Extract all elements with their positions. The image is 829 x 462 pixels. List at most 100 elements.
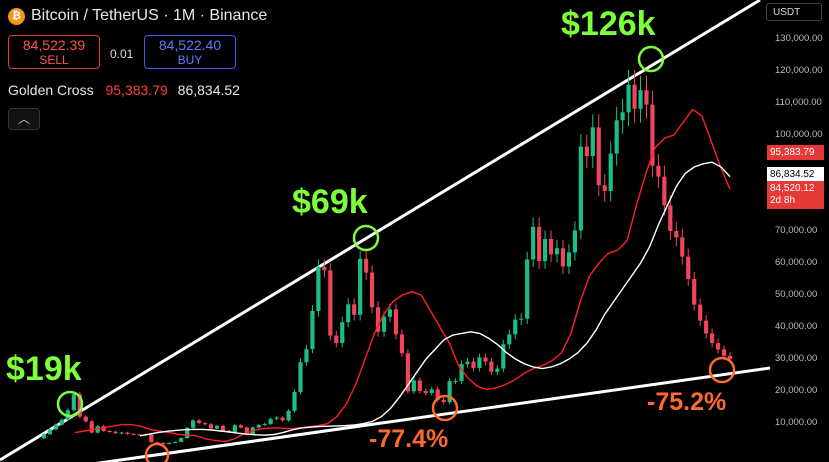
candle-body [560, 248, 566, 267]
candle-body [596, 127, 601, 186]
axis-tick-label: 110,000.00 [775, 97, 822, 108]
candle-body [542, 239, 548, 262]
axis-tick-label: 60,000.00 [775, 257, 818, 268]
axis-tick-label: 10,000.00 [775, 417, 818, 428]
candle-body [185, 427, 190, 439]
peak-label-19k: $19k [6, 350, 82, 388]
collapse-button[interactable]: ︿ [8, 108, 40, 130]
candle-body [208, 424, 214, 429]
sell-price: 84,522.39 [22, 37, 86, 53]
indicator-value-2: 86,834.52 [177, 82, 240, 98]
candle-body [202, 423, 208, 425]
candle-body [447, 381, 452, 403]
bottom-marker-1 [144, 442, 170, 462]
candle-body [41, 434, 47, 439]
candle-body [715, 343, 721, 350]
candle-body [304, 349, 309, 363]
candle-body [137, 434, 142, 436]
candle-body [656, 165, 661, 177]
symbol-header[interactable]: ₿ Bitcoin / TetherUS · 1M · Binance [8, 7, 267, 25]
currency-select[interactable]: USDT [766, 3, 822, 21]
candle-body [578, 146, 583, 231]
candle-body [113, 431, 118, 434]
candle-body [507, 334, 512, 345]
candle-body [310, 311, 315, 350]
candle-body [322, 266, 327, 271]
last-price: 84,520.12 [770, 183, 815, 194]
bottom-marker-3 [708, 356, 736, 384]
bitcoin-icon: ₿ [8, 7, 25, 25]
buy-button[interactable]: 84,522.40 BUY [144, 35, 236, 69]
ma-white-price-tag: 86,834.52 [767, 167, 824, 182]
candle-body [501, 344, 506, 369]
candle-body [644, 90, 649, 105]
candle-body [435, 389, 440, 400]
candle-body [417, 380, 422, 391]
candle-body [674, 231, 679, 238]
axis-tick-label: 70,000.00 [775, 225, 818, 236]
candle-body [590, 127, 595, 157]
candle-body [244, 427, 249, 435]
candle-body [483, 357, 488, 362]
candle-body [83, 416, 88, 422]
candle-body [155, 442, 160, 444]
candle-body [375, 307, 381, 332]
candle-body [608, 153, 613, 191]
candle-body [548, 239, 554, 255]
candle-body [101, 426, 106, 431]
candle-body [89, 421, 94, 433]
candle-body [584, 146, 589, 157]
candle-body [441, 399, 446, 403]
ma-red-price-tag: 95,383.79 [767, 145, 824, 160]
candle-body [256, 424, 261, 428]
axis-tick-label: 100,000.00 [775, 129, 823, 140]
candle-body [280, 417, 285, 421]
candle-body [531, 226, 536, 260]
candle-body [358, 258, 363, 315]
candle-body [286, 410, 291, 421]
candle-body [525, 259, 530, 319]
candle-body [262, 423, 267, 425]
peak-label-126k: $126k [561, 5, 656, 43]
candle-body [405, 353, 410, 392]
candle-body [167, 442, 172, 444]
candle-body [161, 442, 166, 444]
candle-body [238, 425, 243, 428]
sell-label: SELL [39, 53, 69, 67]
candle-body [119, 432, 124, 434]
candle-body [71, 394, 76, 411]
currency-label: USDT [773, 7, 801, 18]
candle-body [537, 226, 542, 262]
candle-body [340, 322, 345, 343]
candle-body [107, 431, 112, 432]
candle-body [53, 424, 59, 430]
bar-countdown: 2d 8h [770, 195, 796, 206]
candle-body [59, 419, 64, 425]
candle-body [352, 304, 357, 315]
moving-average-red [74, 108, 731, 443]
candle-body [650, 104, 655, 166]
chevron-up-icon: ︿ [17, 112, 30, 126]
candle-body [477, 357, 482, 368]
candle-body [626, 84, 631, 113]
candle-body [459, 364, 464, 382]
candle-body [566, 252, 572, 267]
peak-marker-126k [637, 45, 665, 73]
sell-button[interactable]: 84,522.39 SELL [8, 35, 100, 69]
candle-body [364, 258, 369, 273]
candle-body [429, 389, 434, 393]
candle-body [298, 362, 303, 392]
candle-body [453, 381, 458, 383]
candle-body [328, 270, 333, 336]
upper-trendline [0, 0, 761, 462]
candle-body [638, 90, 643, 109]
indicator-legend[interactable]: Golden Cross 95,383.79 86,834.52 [8, 82, 240, 98]
symbol-title: Bitcoin / TetherUS · 1M · Binance [31, 7, 268, 24]
drawdown-label-2: -75.2% [647, 388, 727, 416]
candle-body [495, 368, 500, 372]
candle-body [346, 304, 351, 323]
candle-body [489, 361, 494, 372]
candle-body [471, 361, 476, 368]
